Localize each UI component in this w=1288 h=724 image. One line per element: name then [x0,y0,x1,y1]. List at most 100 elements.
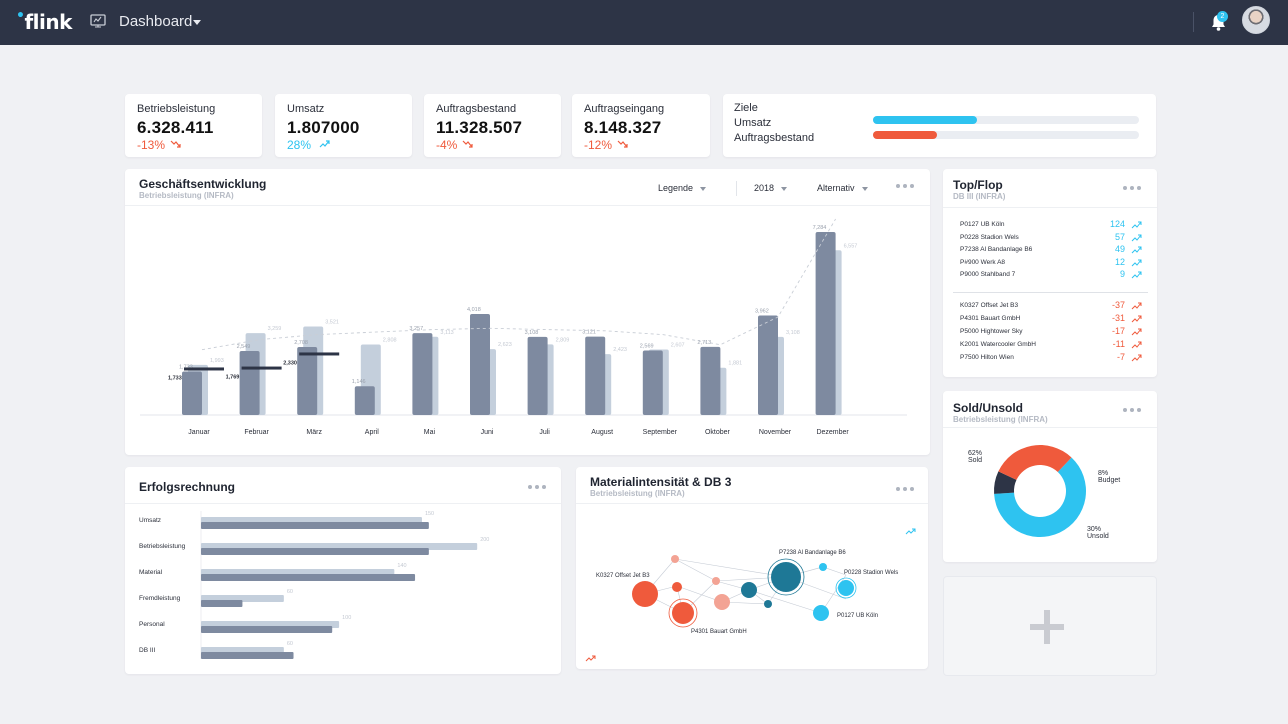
mode-dropdown[interactable]: Alternativ [817,183,868,193]
category-label: Material [139,569,163,576]
node[interactable] [672,582,682,592]
more-icon[interactable] [1123,408,1141,412]
slice-pct-label: 30% [1087,526,1101,533]
list-item-value: -11 [1112,339,1125,349]
bar-value-label: 4,018 [467,307,481,313]
node[interactable] [838,580,854,596]
x-tick-label: April [365,429,379,436]
kpi-delta: -13% [137,138,166,152]
bar-value-label: 6,557 [844,243,858,249]
kpi-delta: -4% [436,138,458,152]
trend-up-icon [1131,328,1142,336]
node[interactable] [714,594,730,610]
bar-value-label: 2,809 [556,337,570,343]
list-item[interactable]: P5000 Hightower Sky -17 [943,326,1157,339]
avatar[interactable] [1242,6,1270,34]
node[interactable] [813,605,829,621]
list-item[interactable]: P#900 Werk A8 12 [943,256,1157,270]
list-item[interactable]: P7500 Hilton Wien -7 [943,352,1157,365]
node[interactable] [741,582,757,598]
kpi-card-umsatz[interactable]: Umsatz 1.807000 28% [275,94,412,157]
legend-dropdown[interactable]: Legende [658,183,707,193]
node[interactable] [764,600,772,608]
x-tick-label: September [643,429,678,436]
list-item-value: 12 [1114,256,1125,267]
bar-value-label: 3,962 [755,308,769,314]
kpi-card-auftragseingang[interactable]: Auftragseingang 8.148.327 -12% [572,94,710,157]
add-widget-button[interactable] [943,576,1157,676]
bar-value-label: 140 [397,563,406,569]
more-icon[interactable] [896,487,914,491]
year-dropdown[interactable]: 2018 [754,183,788,193]
divider [576,503,928,504]
target-marker [299,352,340,356]
target-marker [184,367,224,371]
list-item[interactable]: P4301 Bauart GmbH -31 [943,313,1157,326]
more-icon[interactable] [896,184,914,188]
materialintensitaet-card: Materialintensität & DB 3 Betriebsleistu… [576,467,928,669]
card-subtitle: DB III (INFRA) [953,192,1006,201]
more-icon[interactable] [1123,186,1141,190]
node[interactable] [771,562,801,592]
divider [943,427,1157,428]
slice-name-label: Budget [1098,477,1120,484]
kpi-card-betriebsleistung[interactable]: Betriebsleistung 6.328.411 -13% [125,94,262,157]
divider [953,292,1148,293]
list-item[interactable]: P0127 UB Köln 124 [943,219,1157,232]
category-label: Umsatz [139,517,161,524]
geschaeftsentwicklung-chart: 1,733 1,993 Januar 2,549 3,259 Februar 2,708 3,… [140,218,907,436]
bar-value-label: 1,993 [210,358,224,364]
bar-value-label: 2,423 [613,347,627,353]
list-item[interactable]: P9000 Stahlband 7 9 [943,269,1157,282]
slice-pct-label: 62% [968,450,982,457]
list-item[interactable]: P0228 Stadion Wels 57 [943,232,1157,245]
node[interactable] [672,602,694,624]
bar-value-label: 3,521 [325,320,339,326]
top-bar: •flink Dashboard 2 [0,0,1288,45]
x-tick-label: Februar [244,429,269,436]
bar-value-label: 3,108 [786,330,800,336]
kpi-card-auftragsbestand[interactable]: Auftragsbestand 11.328.507 -4% [424,94,561,157]
bar-primary [642,350,663,415]
node[interactable] [671,555,679,563]
ziele-title: Ziele [734,102,758,114]
dashboard-icon[interactable] [90,13,106,29]
flink-logo[interactable]: •flink [16,8,72,34]
node[interactable] [712,577,720,585]
bar-value-label: 1,881 [728,361,742,367]
trend-up-icon [585,655,596,662]
more-icon[interactable] [528,485,546,489]
bar-value-label: 2,713 [697,340,711,346]
x-tick-label: Juni [481,429,494,436]
trend-up-icon [1131,341,1142,349]
divider [1193,12,1194,32]
bar-value-label: 3,108 [525,330,539,336]
bar-value-label: 60 [287,589,293,595]
progress-track [873,116,1139,124]
list-item[interactable]: P7238 Al Bandanlage B6 49 [943,244,1157,257]
node[interactable] [632,581,658,607]
list-item-value: 9 [1119,269,1125,280]
trend-up-icon [1131,354,1142,362]
node[interactable] [819,563,827,571]
node-ring [668,598,698,628]
bar-primary [201,626,333,633]
chevron-down-icon[interactable] [193,20,201,25]
kpi-value: 11.328.507 [436,118,523,137]
chevron-down-icon [700,186,707,191]
progress-fill-umsatz [873,116,977,124]
node-label: P0127 UB Köln [837,613,878,619]
bar-value-label: 2,623 [498,342,512,348]
list-item[interactable]: K0327 Offset Jet B3 -37 [943,300,1157,313]
list-item[interactable]: K2001 Watercooler GmbH -11 [943,339,1157,352]
legend-label: Legende [658,183,694,193]
x-tick-label: Juli [539,429,550,436]
target-label: 1,769 [226,375,240,381]
dashboard-title[interactable]: Dashboard [119,13,193,30]
ziele-label-umsatz: Umsatz [734,117,772,129]
list-item-value: -37 [1111,300,1125,310]
ziele-card[interactable]: Ziele Umsatz Auftragsbestand [723,94,1156,157]
category-label: Betriebsleistung [139,543,186,550]
list-item-value: -31 [1111,313,1125,323]
mode-label: Alternativ [817,183,855,193]
